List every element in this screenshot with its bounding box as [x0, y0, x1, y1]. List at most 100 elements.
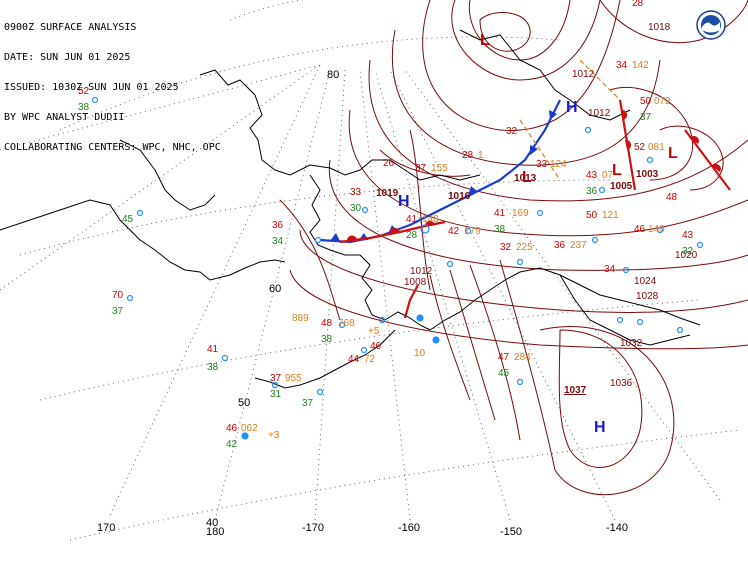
isobar	[499, 259, 556, 471]
coastlines	[0, 29, 701, 389]
obs-pressure: 72	[364, 354, 376, 365]
lon-label-180: 180	[206, 526, 224, 538]
isobar	[469, 264, 521, 441]
obs-temp: 46	[226, 423, 238, 434]
station-marker	[676, 326, 684, 334]
obs-temp: 50	[586, 210, 598, 221]
obs-temp: 42	[448, 226, 460, 237]
lon-line-m150	[374, 69, 511, 521]
station-marker	[516, 258, 524, 266]
obs-dewpoint: 38	[78, 102, 90, 113]
trough-line	[519, 119, 561, 181]
obs-temp: 28	[632, 0, 644, 9]
cold-front-barb	[330, 233, 340, 241]
station-marker	[646, 156, 654, 164]
station-marker	[136, 209, 144, 217]
obs-dewpoint: 42	[226, 439, 238, 450]
obs-pressure: 955	[285, 373, 302, 384]
header-date: DATE: SUN JUN 01 2025	[4, 52, 131, 63]
obs-temp: 32	[500, 242, 512, 253]
station-marker	[241, 432, 249, 440]
isobar-label: 1018	[648, 22, 671, 33]
obs-temp: 43	[682, 230, 694, 241]
obs-pressure: 124	[550, 159, 567, 170]
obs-dewpoint: 45	[498, 368, 510, 379]
station-marker	[516, 378, 524, 386]
station-marker	[316, 388, 324, 396]
lat-label-50: 50	[238, 397, 250, 409]
lat-label-60: 60	[269, 283, 281, 295]
obs-dewpoint: 30	[350, 203, 362, 214]
obs-pressure: 148	[422, 214, 439, 225]
obs-temp: 50	[640, 96, 652, 107]
obs-temp: 36	[554, 240, 566, 251]
station-marker	[378, 316, 386, 324]
isobar-label: 1012	[572, 69, 595, 80]
isobar	[368, 59, 748, 202]
lon-label-m160: -160	[398, 522, 420, 534]
isobar-label: 1020	[675, 250, 698, 261]
isobar	[279, 199, 341, 321]
obs-pressure: 169	[512, 208, 529, 219]
obs-temp: 41	[494, 208, 506, 219]
troughs	[519, 59, 621, 181]
obs-temp: 28	[462, 150, 474, 161]
station-marker	[696, 241, 704, 249]
header-block: 0900Z SURFACE ANALYSIS DATE: SUN JUN 01 …	[4, 3, 221, 163]
isobar	[468, 0, 571, 61]
obs-pressure: 155	[431, 163, 448, 174]
obs-pressure: 062	[241, 423, 258, 434]
obs-misc: 10	[414, 348, 426, 359]
coastline-canada-arctic	[459, 29, 631, 121]
obs-temp: 52	[634, 142, 646, 153]
obs-pressure: 225	[516, 242, 533, 253]
isobar-label: 1012	[410, 266, 433, 277]
low-center-label: L	[668, 145, 678, 162]
obs-temp: 34	[604, 264, 616, 275]
lat-label-40: 40	[206, 517, 218, 529]
warm-front	[339, 99, 731, 319]
warm-front-bump	[621, 109, 628, 120]
low-center-label: L	[522, 169, 532, 186]
station-marker	[338, 321, 346, 329]
isobar-label: 1008	[404, 277, 427, 288]
obs-pressure: 237	[570, 240, 587, 251]
obs-pressure: 179	[464, 226, 481, 237]
obs-temp: 52	[78, 86, 90, 97]
station-marker	[420, 224, 430, 234]
obs-pressure: 121	[602, 210, 619, 221]
low-center-value: 1019	[376, 188, 399, 199]
header-analyst: BY WPC ANALYST DUDII	[4, 112, 125, 123]
obs-temp: 48	[666, 192, 678, 203]
obs-pressure: 072	[654, 96, 671, 107]
station-marker	[584, 126, 592, 134]
obs-temp: 70	[112, 290, 124, 301]
obs-pressure: 07	[602, 170, 614, 181]
obs-dewpoint: 34	[272, 236, 284, 247]
obs-temp: 34	[616, 60, 628, 71]
obs-temp: 46	[370, 341, 382, 352]
isobar	[289, 269, 748, 350]
station-marker	[616, 316, 624, 324]
high-center-label: H	[398, 193, 410, 210]
isobar-labels: 1036 1032 1028 1024 1020 1012 1008 1018 …	[404, 22, 698, 389]
isobar	[422, 0, 621, 131]
obs-pressure: 081	[648, 142, 665, 153]
lon-line-m160	[359, 69, 411, 521]
warm-front-bump	[389, 227, 400, 234]
obs-pressure: 284	[514, 352, 531, 363]
high-center-label: H	[594, 419, 606, 436]
lat-circle-80	[229, 0, 470, 21]
isobar	[479, 12, 531, 52]
obs-temp: 41	[207, 344, 219, 355]
obs-temp: 43	[586, 170, 598, 181]
station-marker	[361, 206, 369, 214]
coastline-russia-east	[119, 139, 216, 211]
header-title: 0900Z SURFACE ANALYSIS	[4, 22, 137, 33]
coastline-alaska-south	[429, 267, 701, 331]
obs-dewpoint: 45	[122, 214, 134, 225]
station-marker	[271, 381, 279, 389]
obs-temp: 47	[498, 352, 510, 363]
obs-dewpoint: 32	[682, 246, 694, 257]
